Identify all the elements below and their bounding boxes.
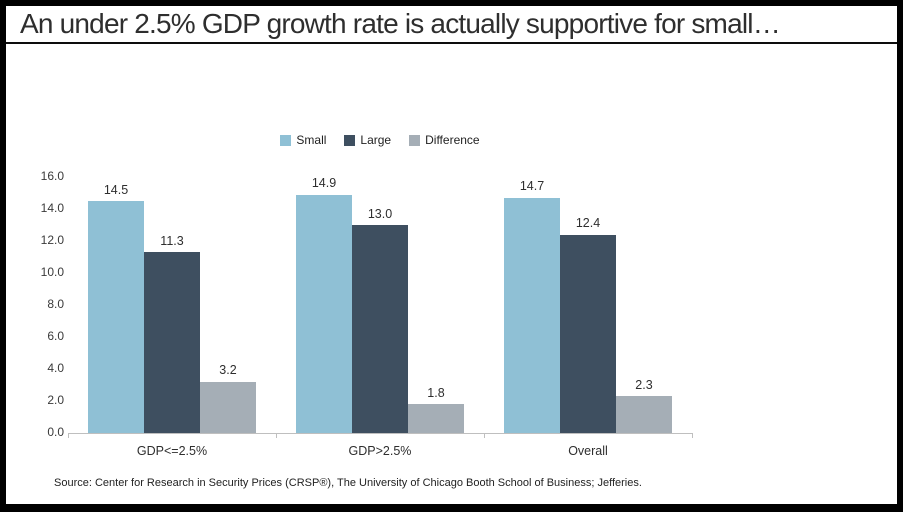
legend-swatch-icon	[280, 134, 292, 146]
y-tick-label: 16.0	[40, 169, 64, 183]
y-tick-label: 4.0	[47, 361, 64, 375]
bar-rect	[504, 197, 560, 433]
x-category-label: GDP>2.5%	[348, 444, 412, 458]
bar-value-label: 3.2	[219, 363, 237, 378]
y-tick-label: 6.0	[47, 329, 64, 343]
bar-value-label: 1.8	[427, 385, 445, 400]
bar-small: 14.7	[504, 177, 560, 433]
legend-label: Small	[296, 133, 327, 147]
plot-area: 14.5 11.3 3.2 14.9 13.0 1.8 14.7 12.4 2.3	[68, 177, 692, 433]
legend-item-difference: Difference	[409, 133, 480, 147]
bar-rect	[88, 201, 144, 433]
bar-value-label: 14.9	[311, 176, 337, 191]
axis-tick	[484, 433, 485, 438]
bar-value-label: 14.5	[103, 182, 129, 197]
bar-difference: 1.8	[408, 177, 464, 433]
y-tick-label: 2.0	[47, 393, 64, 407]
bar-group-2: 14.9 13.0 1.8	[276, 177, 484, 433]
bar-large: 13.0	[352, 177, 408, 433]
y-tick-label: 8.0	[47, 297, 64, 311]
bar-group-1: 14.5 11.3 3.2	[68, 177, 276, 433]
bar-rect	[352, 225, 408, 433]
bar-rect	[616, 396, 672, 433]
axis-tick	[276, 433, 277, 438]
legend-item-small: Small	[280, 133, 326, 147]
bar-value-label: 13.0	[367, 206, 393, 221]
bar-difference: 2.3	[616, 177, 672, 433]
bar-rect	[144, 252, 200, 433]
bar-value-label: 12.4	[575, 216, 601, 231]
bar-large: 12.4	[560, 177, 616, 433]
bar-rect	[408, 404, 464, 433]
axis-tick	[692, 433, 693, 438]
bar-rect	[560, 234, 616, 433]
axis-tick	[68, 433, 69, 438]
bar-rect	[200, 381, 256, 433]
legend-swatch-icon	[409, 134, 421, 146]
chart-legend: Small Large Difference	[68, 133, 692, 147]
bar-value-label: 2.3	[635, 377, 653, 392]
source-note: Source: Center for Research in Security …	[54, 477, 642, 489]
x-category-label: Overall	[568, 444, 608, 458]
y-tick-label: 14.0	[40, 201, 64, 215]
bar-group-3: 14.7 12.4 2.3	[484, 177, 692, 433]
legend-item-large: Large	[344, 133, 391, 147]
bar-value-label: 11.3	[160, 233, 184, 248]
bar-large: 11.3	[144, 177, 200, 433]
x-category-label: GDP<=2.5%	[136, 444, 208, 458]
bar-difference: 3.2	[200, 177, 256, 433]
legend-label: Difference	[425, 133, 480, 147]
y-tick-label: 10.0	[40, 265, 64, 279]
bar-small: 14.5	[88, 177, 144, 433]
slide-title: An under 2.5% GDP growth rate is actuall…	[6, 6, 897, 44]
x-axis-line	[68, 433, 693, 434]
legend-label: Large	[360, 133, 392, 147]
bar-rect	[296, 194, 352, 433]
bar-value-label: 14.7	[519, 179, 545, 194]
y-tick-label: 12.0	[40, 233, 64, 247]
bar-small: 14.9	[296, 177, 352, 433]
legend-swatch-icon	[344, 134, 356, 146]
y-tick-label: 0.0	[47, 425, 64, 439]
